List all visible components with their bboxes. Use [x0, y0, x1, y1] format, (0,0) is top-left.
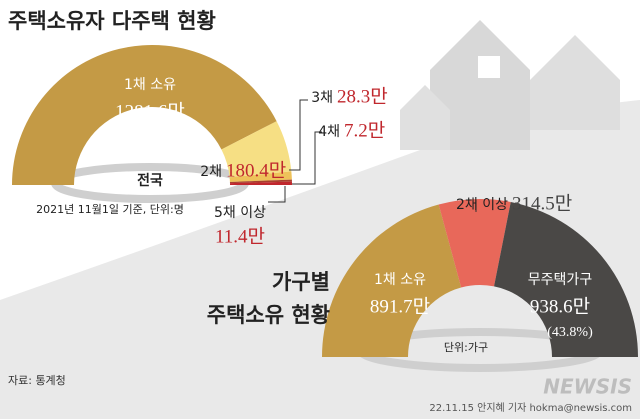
chart-note: 2021년 11월1일 기준, 단위:명: [36, 202, 184, 216]
segment: [229, 181, 292, 185]
segment: [229, 171, 292, 182]
title: 주택소유자 다주택 현황: [8, 9, 216, 33]
house-window: [478, 56, 500, 78]
value-label: 314.5만: [512, 192, 572, 214]
value-label: 1281.6만: [115, 100, 185, 122]
source: 자료: 통계청: [8, 374, 66, 387]
credit: 22.11.15 안지혜 기자 hokma@newsis.com: [429, 402, 632, 414]
segment: [438, 198, 511, 288]
chart-title: 주택소유 현황: [207, 303, 330, 327]
house-icon: [430, 20, 530, 150]
annotation: (43.8%): [547, 325, 593, 340]
value-label: 891.7만: [370, 295, 430, 317]
category-label: 5채 이상: [214, 205, 266, 221]
chart-title: 전국: [137, 172, 163, 189]
value-label: 7.2만: [344, 119, 385, 141]
segment: [494, 202, 638, 357]
category-label: 무주택가구: [528, 272, 593, 288]
segment: [12, 45, 277, 185]
value-label: 28.3만: [337, 85, 388, 107]
chart-title: 가구별: [272, 270, 330, 294]
value-label: 11.4만: [215, 225, 265, 247]
house-icon: [530, 35, 620, 130]
segment: [322, 204, 462, 357]
category-label: 2채 이상: [456, 197, 508, 213]
segment: [229, 179, 292, 184]
logo: NEWSIS: [543, 375, 632, 399]
category-label: 1채 소유: [124, 77, 176, 93]
leader-line: [289, 99, 308, 171]
segment: [221, 121, 292, 178]
leader-line: [292, 131, 322, 185]
category-label: 3채: [311, 90, 333, 106]
category-label: 2채: [200, 164, 222, 180]
background-hill: [0, 100, 640, 419]
value-label: 938.6만: [530, 295, 590, 317]
leader-line: [268, 186, 286, 203]
category-label: 1채 소유: [374, 272, 426, 288]
house-icon: [400, 85, 450, 150]
category-label: 4채: [318, 124, 340, 140]
value-label: 180.4만: [226, 159, 286, 181]
chart-note: 단위:가구: [444, 341, 488, 354]
